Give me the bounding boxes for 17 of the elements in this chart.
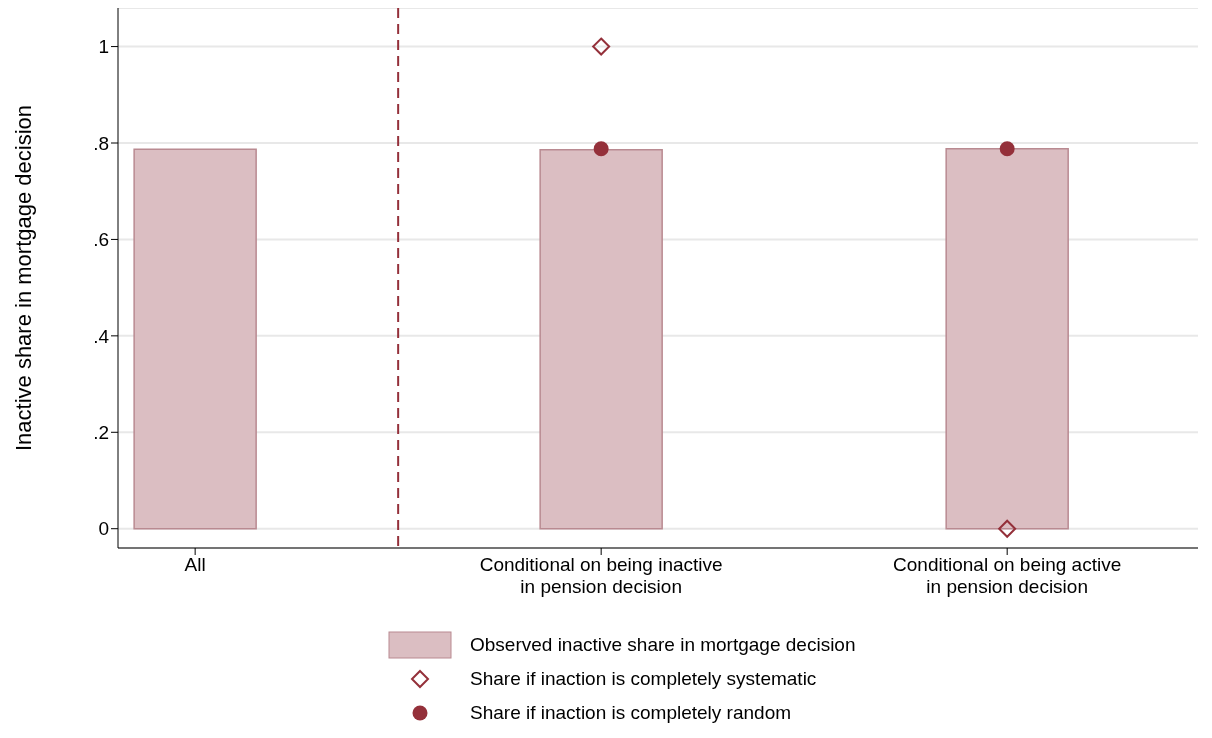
x-tick-label: Conditional on being active in pension decision (893, 554, 1122, 597)
point (592, 37, 611, 56)
x-tick-label: Conditional on being inactive in pension decision (479, 554, 723, 597)
y-tick-label: .4 (93, 325, 110, 347)
y-tick-label: 1 (98, 36, 109, 58)
legend-label: Share if inaction is completely random (470, 702, 792, 724)
x-tick-label: All (184, 554, 206, 575)
legend-label: Observed inactive share in mortgage decision (470, 634, 856, 656)
y-tick-label: .6 (93, 229, 109, 251)
point (593, 141, 609, 157)
legend-label: Share if inaction is completely systematic (470, 668, 817, 690)
point (998, 519, 1017, 538)
point (999, 141, 1015, 157)
y-tick-label: .8 (93, 132, 109, 154)
y-axis-title: Inactive share in mortgage decision (10, 104, 36, 452)
y-tick-label: 0 (98, 518, 109, 540)
y-tick-label: .2 (93, 422, 109, 444)
